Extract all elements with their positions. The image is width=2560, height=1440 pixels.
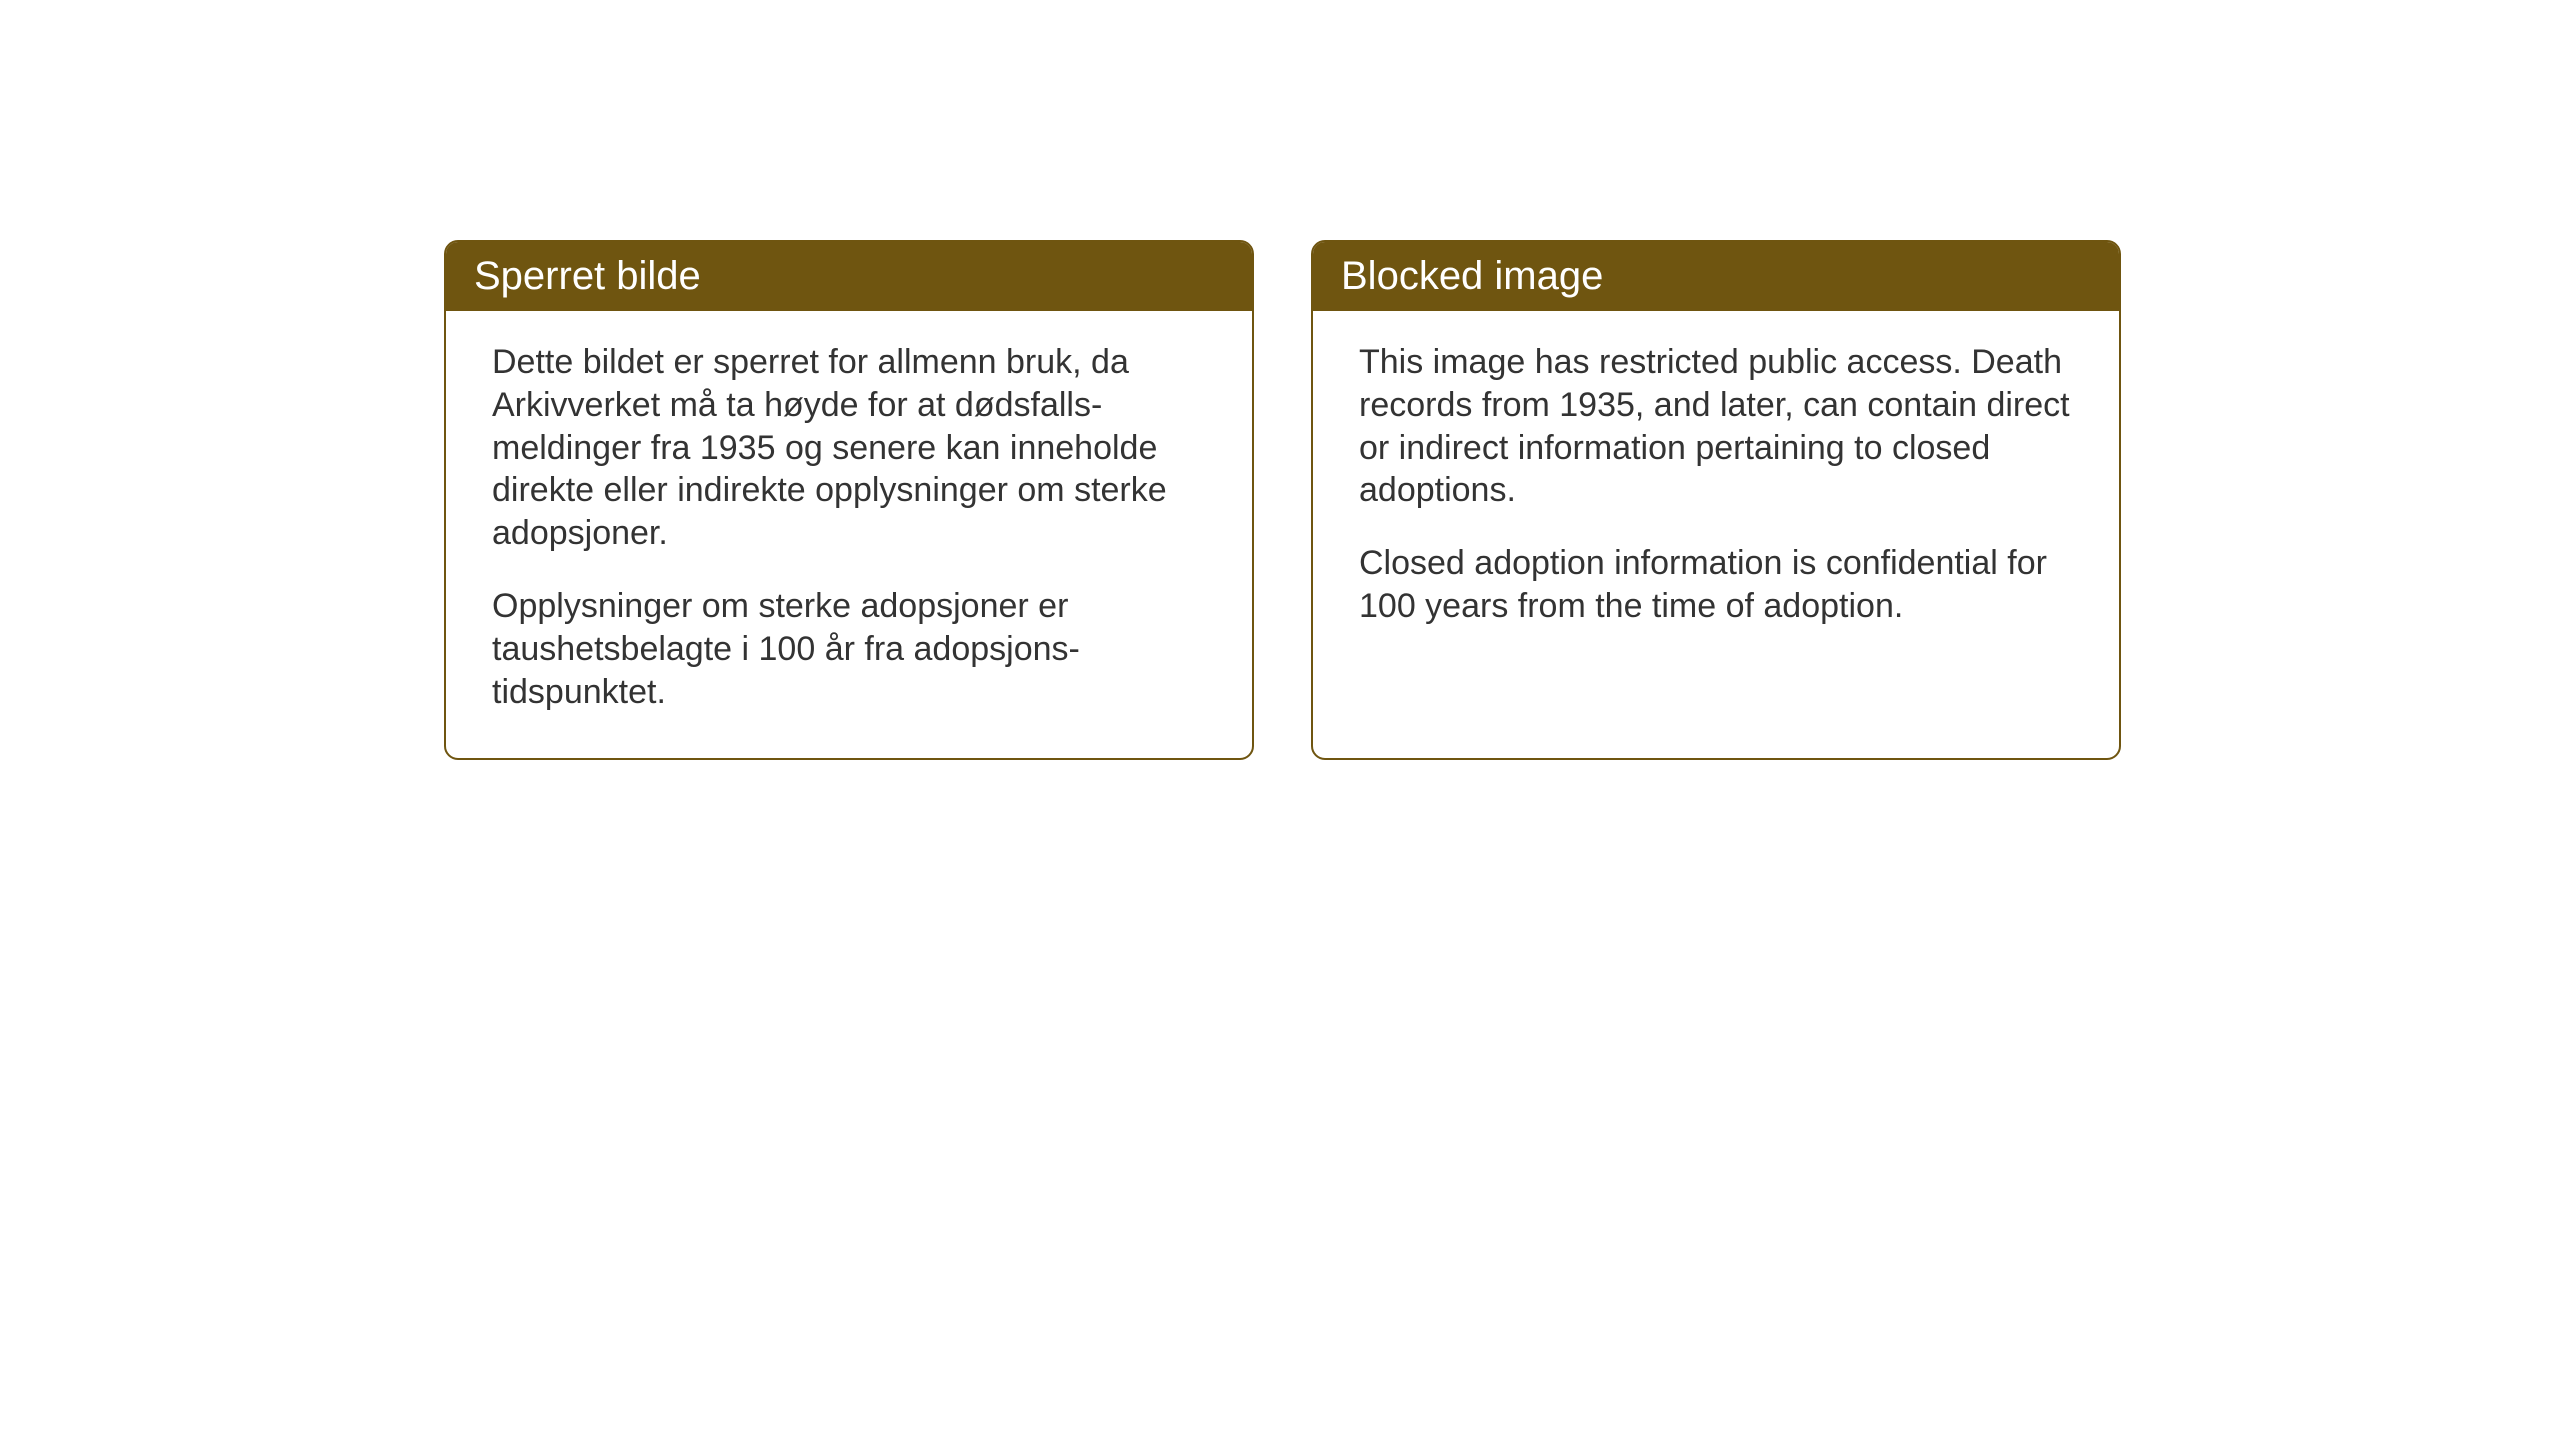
card-paragraph-english-1: This image has restricted public access.…: [1359, 341, 2073, 512]
notice-card-norwegian: Sperret bilde Dette bildet er sperret fo…: [444, 240, 1254, 760]
notice-card-english: Blocked image This image has restricted …: [1311, 240, 2121, 760]
card-body-norwegian: Dette bildet er sperret for allmenn bruk…: [446, 311, 1252, 758]
card-body-english: This image has restricted public access.…: [1313, 311, 2119, 672]
card-header-english: Blocked image: [1313, 242, 2119, 311]
card-paragraph-norwegian-2: Opplysninger om sterke adopsjoner er tau…: [492, 585, 1206, 713]
card-title-english: Blocked image: [1341, 254, 1603, 298]
notice-container: Sperret bilde Dette bildet er sperret fo…: [444, 240, 2121, 760]
card-paragraph-norwegian-1: Dette bildet er sperret for allmenn bruk…: [492, 341, 1206, 555]
card-paragraph-english-2: Closed adoption information is confident…: [1359, 542, 2073, 628]
card-title-norwegian: Sperret bilde: [474, 254, 701, 298]
card-header-norwegian: Sperret bilde: [446, 242, 1252, 311]
